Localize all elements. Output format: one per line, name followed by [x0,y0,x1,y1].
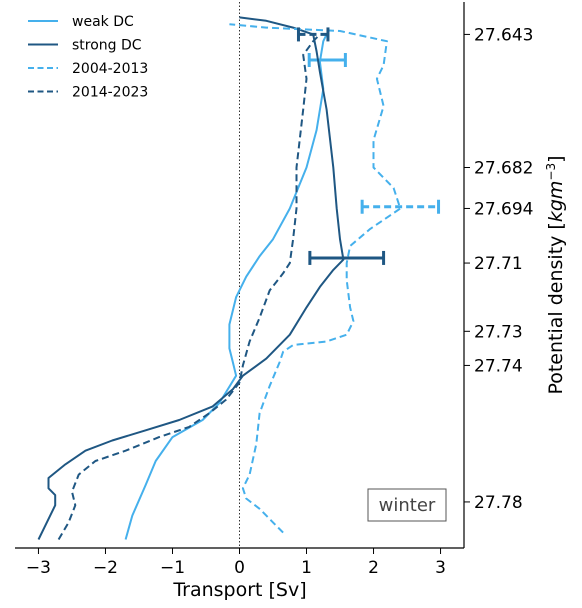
series-line-3 [57,33,321,541]
legend-label: weak DC [72,14,134,30]
error-bar-0 [307,53,347,68]
y-tick-label: 27.78 [474,493,523,513]
y-axis-title: Potential density [kgm−3] [544,155,567,394]
y-tick-label: 27.694 [474,199,533,219]
series-line-0 [124,33,328,540]
legend-item-2: 2004-2013 [28,61,148,77]
x-tick-label: 2 [368,558,379,578]
legend-item-1: strong DC [28,38,142,54]
panel-label-box: winter [367,488,447,522]
error-bar-3 [296,27,330,42]
y-tick-label: 27.682 [474,159,533,179]
error-bar-2 [360,199,441,214]
x-tick-label: 1 [301,558,312,578]
x-ticks: −3 −2 −1 0 1 2 3 [26,548,446,578]
legend-item-0: weak DC [28,14,134,30]
y-tick-label: 27.73 [474,322,523,342]
y-tick-label: 27.71 [474,254,523,274]
x-tick-label: −3 [26,558,51,578]
x-tick-label: −1 [160,558,185,578]
legend-item-3: 2014-2023 [28,85,148,101]
y-tick-label: 27.643 [474,25,533,45]
panel-label: winter [379,495,436,516]
x-tick-label: 3 [435,558,446,578]
legend-label: 2004-2013 [72,61,148,77]
legend-label: 2014-2023 [72,85,148,101]
error-bar-1 [308,250,386,265]
y-tick-label: 27.74 [474,356,523,376]
x-tick-label: −2 [93,558,118,578]
x-tick-label: 0 [234,558,245,578]
legend: weak DC strong DC 2004-2013 2014-2023 [28,14,148,101]
legend-label: strong DC [72,38,142,54]
series-line-2 [229,23,402,534]
x-axis-title: Transport [Sv] [172,579,306,601]
series-line-1 [37,16,345,540]
y-ticks: 27.643 27.682 27.694 27.71 27.73 27.74 27.78 [464,25,533,513]
plot-area [37,2,441,548]
